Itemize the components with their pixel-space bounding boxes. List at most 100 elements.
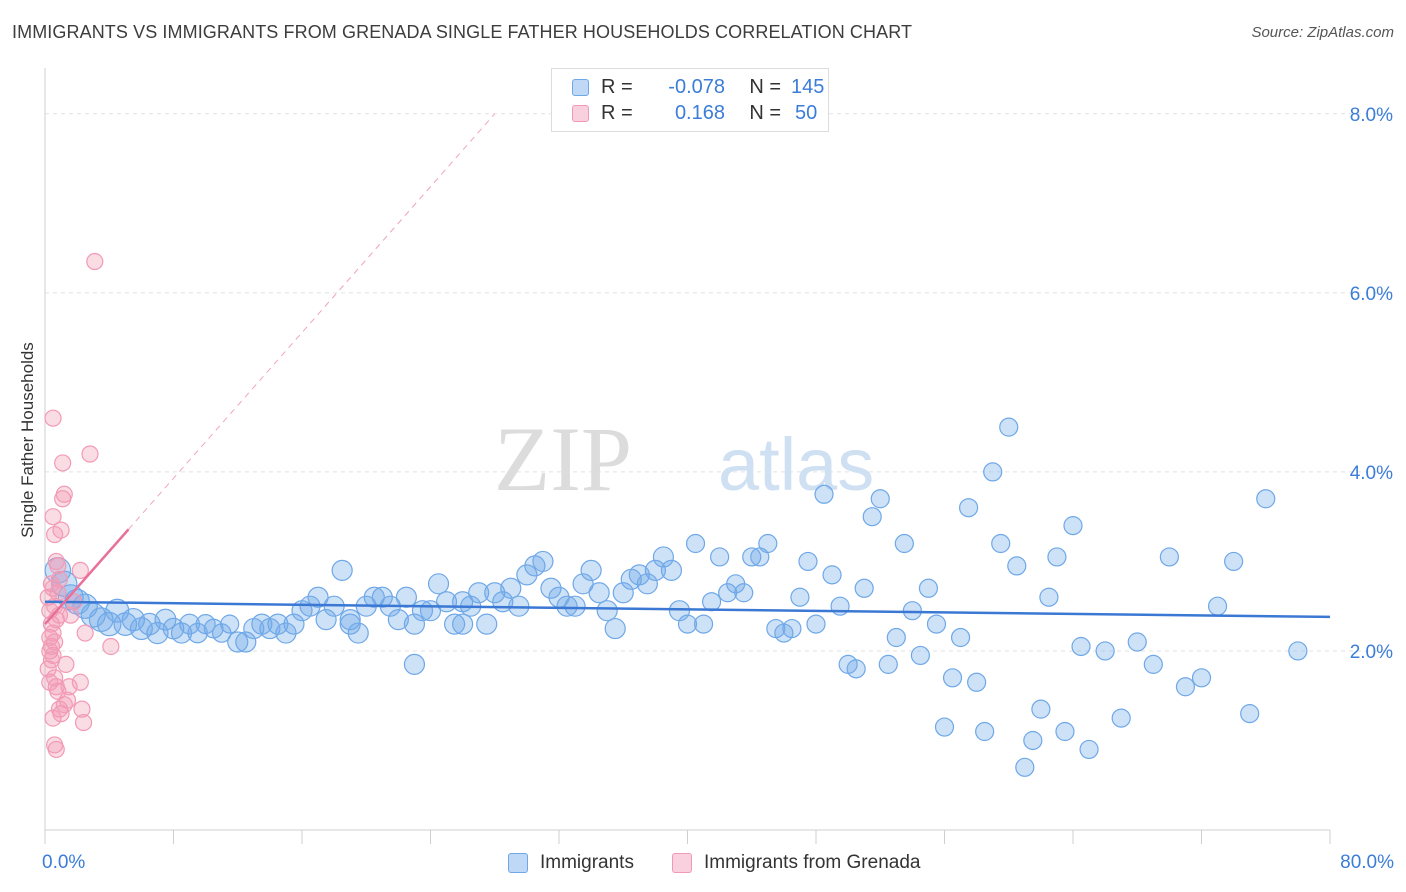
immigrants-point [283, 613, 305, 635]
immigrants-point [235, 631, 257, 653]
grenada-point [74, 713, 93, 732]
grenada-point [50, 570, 69, 588]
watermark: ZIP atlas [494, 408, 874, 510]
immigrants-point [1047, 547, 1067, 567]
y-tick-label: 2.0% [1350, 642, 1393, 663]
immigrants-point [363, 586, 385, 608]
grenada-point [52, 521, 70, 539]
immigrants-point [1023, 730, 1043, 751]
immigrants-point [88, 607, 114, 632]
immigrants-point [588, 582, 610, 604]
legend-r-value: -0.078 [668, 75, 725, 98]
immigrants-point [830, 596, 850, 616]
grenada-point [86, 252, 104, 271]
immigrants-point [1256, 489, 1276, 509]
immigrants-point [1071, 636, 1091, 657]
immigrants-point [822, 565, 842, 585]
grenada-point [71, 673, 89, 691]
y-axis-label: Single Father Households [18, 342, 37, 538]
y-tick-label: 6.0% [1350, 284, 1393, 305]
immigrants-point [701, 592, 722, 612]
immigrants-point [798, 551, 818, 572]
legend-n-value: 145 [791, 75, 825, 98]
immigrants-point [734, 583, 754, 603]
immigrants-point [958, 498, 979, 518]
grenada-point [71, 561, 89, 579]
immigrants-point [1240, 704, 1260, 724]
immigrants-point [403, 613, 426, 635]
series-legend-label: Immigrants from Grenada [704, 852, 921, 873]
legend-n-label: N = [749, 101, 781, 124]
immigrants-point [886, 627, 906, 648]
immigrants-point [1224, 551, 1244, 572]
immigrants-point [580, 559, 602, 581]
watermark-atlas: atlas [718, 423, 874, 506]
immigrants-point [468, 582, 490, 604]
immigrants-point [685, 533, 706, 554]
immigrants-point [926, 614, 947, 634]
x-tick-label-min: 0.0% [42, 852, 86, 873]
immigrants-point [660, 559, 683, 581]
immigrants-point [452, 613, 474, 635]
grenada-point [81, 445, 99, 463]
legend-row-grenada: R = 0.168 N = 50 [572, 101, 817, 125]
y-axis-label-wrap: Single Father Households [16, 310, 40, 570]
immigrants-point [1079, 739, 1099, 760]
immigrants-point [910, 645, 931, 666]
immigrants-point [999, 417, 1019, 437]
immigrants-point [934, 717, 955, 737]
correlation-legend: R = -0.078 N = 145 R = 0.168 N = 50 [551, 68, 829, 132]
immigrants-point [758, 533, 778, 554]
grenada-point [57, 655, 75, 673]
immigrants-point [983, 462, 1003, 482]
immigrants-point [275, 622, 297, 644]
immigrants-point [371, 586, 393, 608]
immigrants-point [347, 622, 369, 644]
immigrants-point [1031, 699, 1051, 719]
immigrants-point [387, 609, 409, 631]
trend-lines [44, 113, 1331, 625]
grenada-point [41, 673, 59, 691]
grenada-trend-line [44, 528, 130, 625]
immigrants-point [677, 614, 698, 634]
immigrants-point [1207, 596, 1228, 616]
series-swatch-pink [672, 853, 692, 873]
source-label: Source: ZipAtlas.com [1251, 24, 1394, 41]
immigrants-point [220, 614, 240, 634]
series-legend-grenada[interactable]: Immigrants from Grenada [672, 852, 920, 874]
axes [44, 68, 1331, 844]
grenada-point [62, 606, 80, 624]
legend-row-immigrants: R = -0.078 N = 145 [572, 75, 824, 99]
grenada-point [42, 575, 61, 593]
immigrants-point [846, 659, 866, 679]
grenada-point [44, 646, 62, 665]
immigrants-point [1159, 547, 1179, 567]
immigrants-point [870, 489, 890, 509]
immigrants-point [532, 550, 554, 573]
immigrants-point [878, 654, 898, 674]
immigrants-point [427, 573, 450, 595]
immigrants-point [806, 614, 826, 634]
series-legend-immigrants[interactable]: Immigrants [508, 852, 634, 874]
grenada-points [39, 252, 120, 759]
immigrants-point [395, 586, 418, 608]
y-tick-labels: 2.0% 4.0% 6.0% 8.0% [1350, 105, 1393, 663]
immigrants-point [484, 582, 506, 604]
grenada-point [60, 678, 78, 696]
watermark-zip: ZIP [494, 408, 632, 510]
y-tick-label: 8.0% [1350, 105, 1393, 126]
immigrants-point [500, 577, 522, 599]
immigrants-point [742, 547, 762, 567]
series-legend: Immigrants Immigrants from Grenada [0, 852, 1406, 876]
immigrants-point [636, 573, 658, 595]
immigrants-point [1288, 641, 1308, 661]
immigrants-point [854, 578, 874, 598]
immigrants-point [572, 573, 594, 595]
immigrants-point [331, 559, 353, 581]
immigrants-point [628, 564, 650, 586]
grenada-point [44, 508, 62, 526]
legend-n-label: N = [749, 75, 781, 98]
immigrants-point [146, 621, 169, 645]
immigrants-point [1063, 516, 1083, 536]
